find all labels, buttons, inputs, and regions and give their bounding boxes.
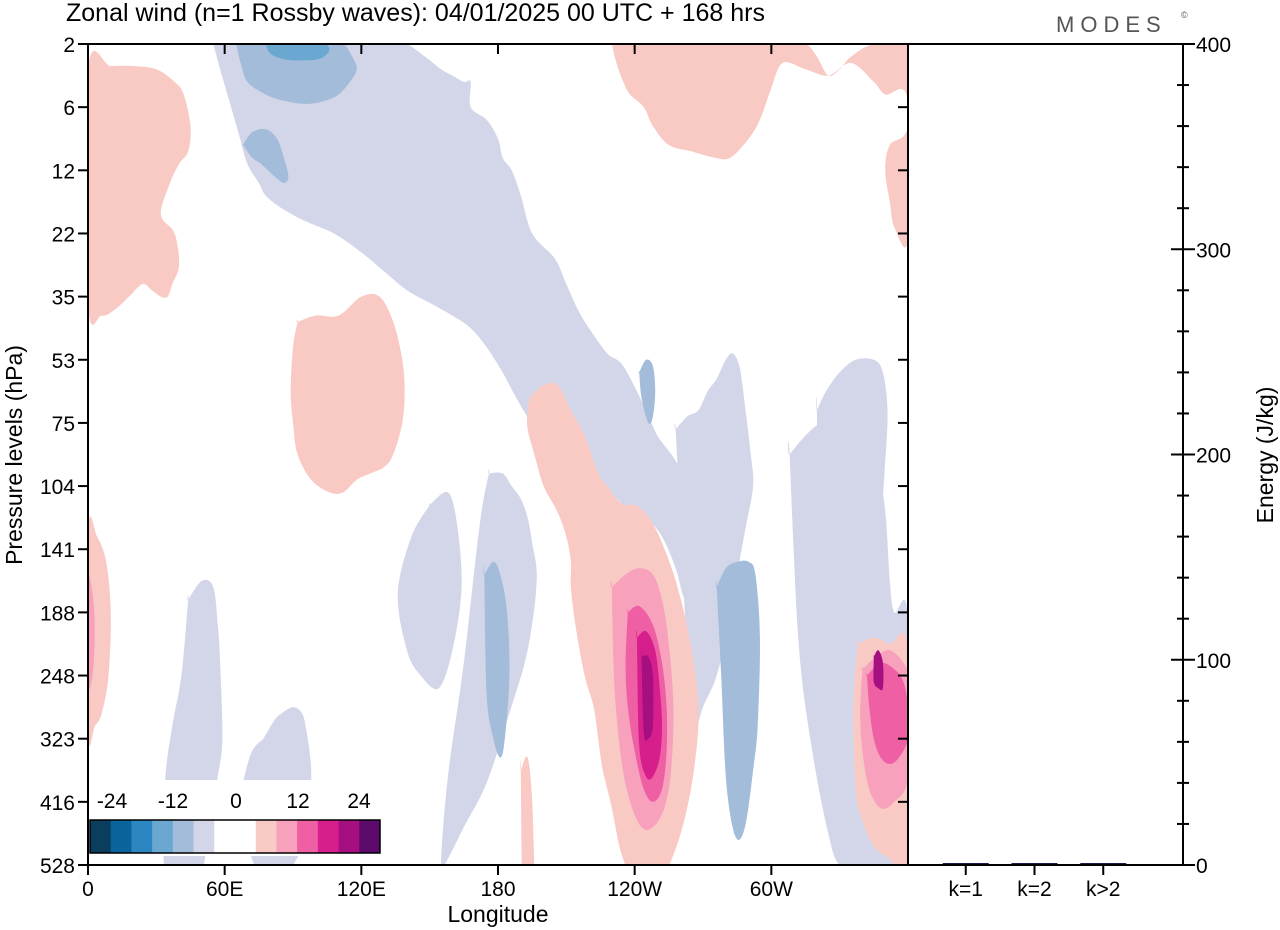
y-tick-label: 323	[40, 729, 75, 752]
contour-pos4-region-1	[611, 44, 908, 248]
contour-neg4-region-4	[397, 491, 462, 690]
y-tick-label: 75	[52, 413, 75, 436]
energy-categories: k=1 k=2 k>2	[949, 865, 1120, 901]
y-axis-label: Pressure levels (hPa)	[1, 345, 27, 565]
contour-pos20-region-1	[640, 651, 654, 742]
colorbar-swatch	[317, 820, 340, 853]
contour-neg4-region-0	[213, 44, 754, 683]
y-tick-label: 104	[40, 476, 75, 499]
contour-neg4-region-1	[674, 353, 754, 733]
contour-pos12-region-1	[865, 662, 908, 764]
modes-logo: MODES	[1056, 12, 1167, 37]
x-axis: 0 60E 120E 180 120W 60W	[82, 44, 793, 901]
y-tick-label: 6	[63, 97, 75, 120]
colorbar-label: -24	[97, 790, 128, 813]
colorbar-frame	[89, 819, 381, 854]
x-tick-label: 120W	[607, 878, 662, 901]
main-panel-frame	[87, 43, 909, 866]
x-tick-label: 0	[82, 878, 94, 901]
x-tick-label: 60W	[750, 878, 793, 901]
y-tick-label: 141	[40, 539, 75, 562]
energy-cat-label: k>2	[1086, 878, 1120, 901]
contour-pos4-region-5	[520, 756, 535, 865]
colorbar-label: 12	[286, 790, 309, 813]
x-tick-label: 60E	[206, 878, 243, 901]
energy-tick-label: 0	[1196, 855, 1208, 878]
contour-neg8-region-0	[236, 44, 357, 104]
colorbar-swatch	[255, 820, 277, 853]
y-tick-label: 2	[63, 34, 75, 57]
y-tick-label: 248	[40, 666, 75, 689]
contour-pos4-region-0	[88, 51, 191, 325]
colorbar-swatch	[359, 820, 381, 853]
contour-pos20-region-0	[873, 650, 884, 691]
colorbar-label: -12	[158, 790, 188, 813]
contour-pos4-region-4	[88, 516, 111, 746]
contour-neg12-region-0	[265, 44, 330, 61]
x-tick-label: 180	[480, 878, 515, 901]
copyright-mark: ©	[1181, 10, 1188, 20]
colorbar-legend: -24 -12 0 12 24	[88, 780, 384, 856]
x-tick-label: 120E	[337, 878, 386, 901]
y-tick-label: 188	[40, 602, 75, 625]
energy-tick-label: 400	[1196, 34, 1231, 57]
y-tick-label: 35	[52, 287, 75, 310]
contour-neg8-region-2	[638, 359, 656, 425]
colorbar-swatch	[193, 820, 215, 853]
y-tick-label: 12	[52, 160, 75, 183]
energy-tick-label: 100	[1196, 650, 1231, 673]
y-axis: 2 6 12 22 35 53 75 104 141 188 248 323 416 528	[40, 34, 908, 878]
colorbar-label: 0	[230, 790, 242, 813]
energy-tick-label: 300	[1196, 239, 1231, 262]
contour-pos4-region-2	[290, 293, 405, 494]
colorbar-swatch	[152, 820, 174, 853]
hovmoller-panel: 0 60E 120E 180 120W 60W 2 6 12 22 35 53 75 104 141 188…	[1, 34, 909, 927]
x-axis-label: Longitude	[447, 901, 548, 927]
contour-pos8-region-2	[88, 575, 95, 690]
energy-axis: 0 100 200 300 400	[1171, 34, 1231, 878]
energy-cat-label: k=1	[949, 878, 983, 901]
y-tick-label: 53	[52, 350, 75, 373]
energy-axis-label: Energy (J/kg)	[1252, 387, 1278, 524]
colorbar-swatch	[297, 820, 319, 853]
contour-neg8-region-3	[483, 561, 510, 758]
colorbar-swatch	[338, 820, 360, 853]
contour-neg8-region-1	[242, 128, 289, 183]
contour-neg8-region-4	[715, 560, 760, 840]
colorbar-swatch	[235, 820, 257, 853]
colorbar-label: 24	[347, 790, 371, 813]
energy-tick-label: 200	[1196, 445, 1231, 468]
colorbar-swatch	[110, 820, 132, 853]
chart-title: Zonal wind (n=1 Rossby waves): 04/01/202…	[66, 0, 765, 27]
colorbar-swatch	[131, 820, 153, 853]
colorbar-swatch	[172, 820, 195, 853]
y-tick-label: 22	[52, 223, 75, 246]
colorbar-swatch	[276, 820, 298, 853]
y-tick-label: 416	[40, 792, 75, 815]
energy-cat-label: k=2	[1017, 878, 1051, 901]
colorbar-swatch	[214, 820, 236, 853]
colorbar-swatch	[90, 820, 112, 853]
y-tick-label: 528	[40, 855, 75, 878]
energy-panel: 0 100 200 300 400 k=1 k=2 k>2 Energy (J/kg)	[908, 34, 1278, 901]
